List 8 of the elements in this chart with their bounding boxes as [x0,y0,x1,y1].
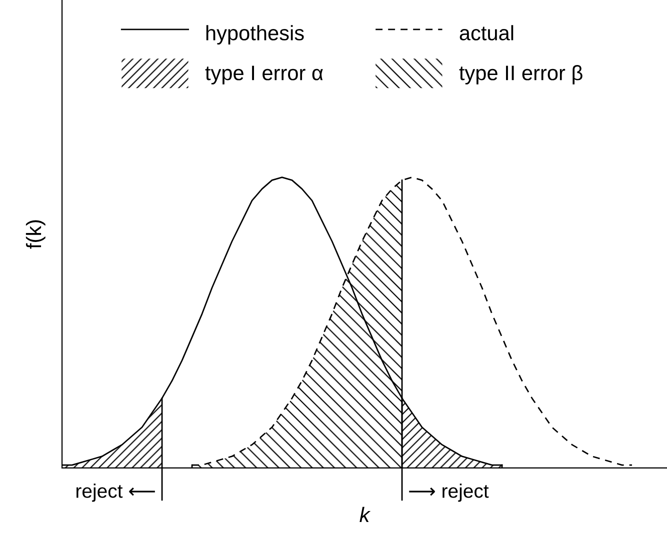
legend-label: actual [460,25,514,40]
text: ⟶ reject [409,484,489,502]
y-axis-title: f(k) [26,220,46,249]
x-axis-title: k [360,506,371,522]
legend-label: type II error β [459,65,582,84]
legend-label: type I error α [205,66,323,84]
text: reject ⟵ [76,484,155,502]
legend-label: hypothesis [206,25,304,45]
